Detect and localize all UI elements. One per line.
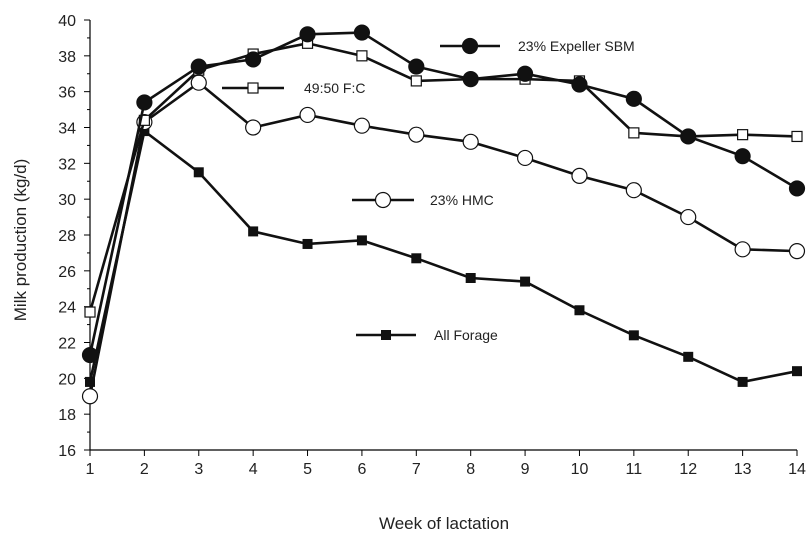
data-point xyxy=(791,130,803,143)
legend-marker xyxy=(461,37,479,55)
data-point xyxy=(628,127,640,139)
data-point xyxy=(245,51,262,68)
data-point xyxy=(465,273,476,283)
data-point xyxy=(408,58,425,75)
data-point xyxy=(734,241,751,258)
data-point xyxy=(680,128,697,145)
data-point xyxy=(245,119,262,136)
x-tick-label: 12 xyxy=(679,461,697,478)
x-tick-label: 6 xyxy=(357,461,366,478)
data-point xyxy=(411,253,422,264)
data-point xyxy=(353,117,371,134)
legend-label: 49:50 F:C xyxy=(304,80,365,96)
x-tick-label: 4 xyxy=(249,461,258,478)
y-tick-label: 36 xyxy=(58,85,76,102)
data-point xyxy=(462,71,479,88)
x-tick-label: 9 xyxy=(521,461,530,478)
legend-entry: All Forage xyxy=(356,327,498,343)
series-group xyxy=(81,24,806,405)
legend-marker xyxy=(374,191,392,209)
y-tick-label: 28 xyxy=(58,228,76,245)
y-tick-label: 20 xyxy=(58,371,76,388)
data-point xyxy=(81,346,99,364)
data-point xyxy=(356,50,368,62)
data-point xyxy=(788,180,806,197)
series-line xyxy=(88,41,798,313)
data-point xyxy=(680,208,697,226)
data-point xyxy=(628,330,639,341)
series-line xyxy=(88,81,798,397)
x-tick-label: 8 xyxy=(466,461,475,478)
legend-label: All Forage xyxy=(434,327,498,343)
series-2 xyxy=(81,74,806,405)
y-tick-label: 22 xyxy=(58,336,76,353)
y-tick-label: 16 xyxy=(58,443,76,460)
y-tick-label: 38 xyxy=(58,49,76,66)
data-point xyxy=(299,106,316,124)
data-point xyxy=(737,129,749,141)
data-point xyxy=(81,388,99,405)
data-point xyxy=(683,351,694,362)
y-tick-label: 40 xyxy=(58,13,76,30)
y-tick-label: 32 xyxy=(58,156,76,173)
series-0 xyxy=(81,24,806,364)
x-tick-label: 3 xyxy=(194,461,203,478)
data-point xyxy=(737,376,748,387)
data-point xyxy=(571,167,588,184)
data-point xyxy=(299,26,316,43)
x-tick-label: 13 xyxy=(734,461,752,478)
legend-entry: 23% HMC xyxy=(352,191,494,209)
data-point xyxy=(734,148,751,165)
data-point xyxy=(84,306,96,318)
y-axis-title: Milk production (kg/d) xyxy=(11,159,30,322)
data-point xyxy=(462,133,479,150)
legend-label: 23% HMC xyxy=(430,192,494,208)
x-tick-label: 5 xyxy=(303,461,312,478)
y-tick-label: 24 xyxy=(58,300,76,317)
legend-entry: 23% Expeller SBM xyxy=(440,37,635,55)
x-tick-label: 11 xyxy=(626,461,643,478)
series-line xyxy=(88,31,798,356)
data-point xyxy=(788,243,806,260)
legend-group: 23% Expeller SBM 49:50 F:C 23% HMC All Fora… xyxy=(222,37,635,343)
data-point xyxy=(356,235,367,246)
data-point xyxy=(193,167,204,178)
legend-marker xyxy=(381,330,391,340)
y-tick-label: 18 xyxy=(58,407,76,424)
data-point xyxy=(136,94,153,111)
series-line xyxy=(88,128,798,384)
legend-marker xyxy=(247,82,259,94)
data-point xyxy=(353,24,371,41)
data-point xyxy=(408,126,425,143)
data-point xyxy=(248,226,259,237)
y-tick-label: 34 xyxy=(58,121,76,138)
data-point xyxy=(574,305,585,316)
data-point xyxy=(516,65,534,82)
x-tick-label: 1 xyxy=(86,461,95,478)
x-tick-label: 10 xyxy=(571,461,589,478)
legend-entry: 49:50 F:C xyxy=(222,80,365,96)
data-point xyxy=(85,376,95,387)
legend-label: 23% Expeller SBM xyxy=(518,38,635,54)
data-point xyxy=(792,366,802,377)
x-tick-label: 7 xyxy=(412,461,421,478)
data-point xyxy=(190,58,207,75)
series-3 xyxy=(85,126,802,387)
data-point xyxy=(410,75,422,87)
data-point xyxy=(571,76,588,93)
x-axis-title: Week of lactation xyxy=(379,514,509,533)
y-tick-label: 26 xyxy=(58,264,76,281)
data-point xyxy=(302,238,313,249)
data-point xyxy=(520,276,531,287)
x-tick-label: 2 xyxy=(140,461,149,478)
data-point xyxy=(516,149,534,167)
y-tick-label: 30 xyxy=(58,192,76,209)
x-tick-label: 14 xyxy=(788,461,806,478)
data-point xyxy=(625,90,642,107)
data-point xyxy=(190,74,207,91)
data-point xyxy=(625,182,642,199)
